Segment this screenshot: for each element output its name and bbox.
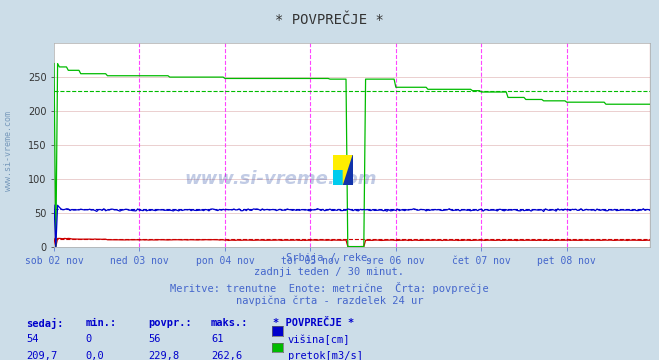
Text: Meritve: trenutne  Enote: metrične  Črta: povprečje: Meritve: trenutne Enote: metrične Črta: …: [170, 282, 489, 293]
Polygon shape: [343, 155, 353, 185]
Text: 56: 56: [148, 334, 161, 345]
Text: * POVPREČJE *: * POVPREČJE *: [275, 13, 384, 27]
Text: 0,0: 0,0: [86, 351, 104, 360]
Text: 262,6: 262,6: [211, 351, 242, 360]
Text: navpična črta - razdelek 24 ur: navpična črta - razdelek 24 ur: [236, 296, 423, 306]
Text: 0: 0: [86, 334, 92, 345]
Text: www.si-vreme.com: www.si-vreme.com: [4, 111, 13, 191]
Text: maks.:: maks.:: [211, 318, 248, 328]
Text: višina[cm]: višina[cm]: [288, 334, 351, 345]
Bar: [333, 155, 343, 170]
Text: sedaj:: sedaj:: [26, 318, 64, 329]
Polygon shape: [343, 155, 353, 185]
Text: 61: 61: [211, 334, 223, 345]
Text: povpr.:: povpr.:: [148, 318, 192, 328]
Text: 54: 54: [26, 334, 39, 345]
Text: 229,8: 229,8: [148, 351, 179, 360]
Text: zadnji teden / 30 minut.: zadnji teden / 30 minut.: [254, 267, 405, 277]
Text: * POVPREČJE *: * POVPREČJE *: [273, 318, 355, 328]
Text: www.si-vreme.com: www.si-vreme.com: [185, 171, 377, 189]
Bar: [333, 170, 343, 185]
Text: pretok[m3/s]: pretok[m3/s]: [288, 351, 363, 360]
Text: 209,7: 209,7: [26, 351, 57, 360]
Text: Srbija / reke.: Srbija / reke.: [286, 253, 373, 263]
Text: min.:: min.:: [86, 318, 117, 328]
